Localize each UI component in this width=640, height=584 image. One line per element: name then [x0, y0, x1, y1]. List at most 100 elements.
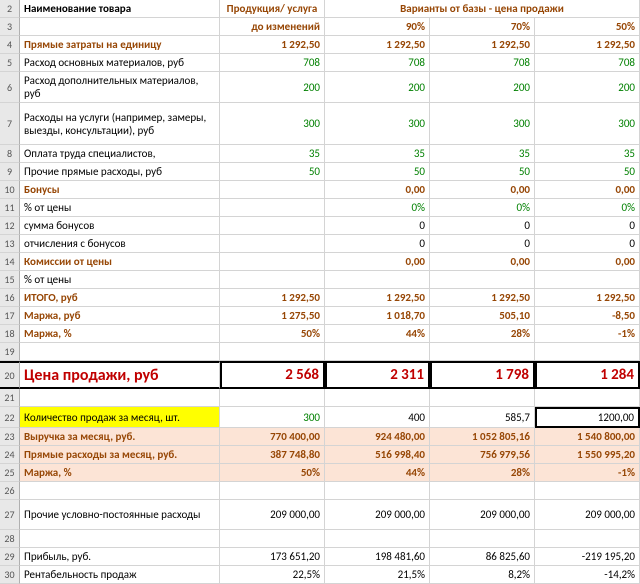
- header-name[interactable]: Наименование товара: [20, 0, 220, 18]
- cell[interactable]: [20, 389, 220, 407]
- label[interactable]: ИТОГО, руб: [20, 289, 220, 307]
- val[interactable]: [220, 217, 325, 235]
- label[interactable]: Бонусы: [20, 181, 220, 199]
- cell[interactable]: [220, 482, 325, 500]
- val[interactable]: 300: [325, 103, 430, 145]
- val[interactable]: [220, 271, 325, 289]
- val[interactable]: 50: [535, 163, 640, 181]
- header-sub1[interactable]: до изменений: [220, 18, 325, 36]
- val[interactable]: 28%: [430, 464, 535, 482]
- val[interactable]: 173 651,20: [220, 548, 325, 566]
- cell[interactable]: [20, 482, 220, 500]
- val[interactable]: [220, 253, 325, 271]
- val[interactable]: 0%: [325, 199, 430, 217]
- val[interactable]: 708: [220, 54, 325, 72]
- val[interactable]: 387 748,80: [220, 446, 325, 464]
- val[interactable]: 1 292,50: [220, 36, 325, 54]
- val[interactable]: 1 550 995,20: [535, 446, 640, 464]
- val[interactable]: 209 000,00: [220, 500, 325, 530]
- label[interactable]: Расход основных материалов, руб: [20, 54, 220, 72]
- val[interactable]: 1 292,50: [535, 289, 640, 307]
- cell[interactable]: [220, 530, 325, 548]
- val[interactable]: 1 540 800,00: [535, 428, 640, 446]
- cell[interactable]: [430, 482, 535, 500]
- price-label[interactable]: Цена продажи, руб: [20, 361, 220, 389]
- val[interactable]: 209 000,00: [535, 500, 640, 530]
- val[interactable]: 708: [430, 54, 535, 72]
- val[interactable]: 1 018,70: [325, 307, 430, 325]
- price-val[interactable]: 2 311: [325, 361, 430, 389]
- label[interactable]: Выручка за месяц, руб.: [20, 428, 220, 446]
- header-v50[interactable]: 50%: [535, 18, 640, 36]
- val[interactable]: 1 292,50: [220, 289, 325, 307]
- label[interactable]: Прочие условно-постоянные расходы: [20, 500, 220, 530]
- price-val[interactable]: 1 284: [535, 361, 640, 389]
- val[interactable]: 22,5%: [220, 566, 325, 584]
- val[interactable]: 756 979,56: [430, 446, 535, 464]
- val[interactable]: 200: [430, 72, 535, 103]
- val[interactable]: 300: [220, 103, 325, 145]
- val[interactable]: 1 275,50: [220, 307, 325, 325]
- val[interactable]: 21,5%: [325, 566, 430, 584]
- cell[interactable]: [430, 343, 535, 361]
- label[interactable]: Прямые затраты на единицу: [20, 36, 220, 54]
- label[interactable]: Маржа, руб: [20, 307, 220, 325]
- label[interactable]: Прямые расходы за месяц, руб.: [20, 446, 220, 464]
- cell[interactable]: [430, 389, 535, 407]
- label[interactable]: % от цены: [20, 199, 220, 217]
- label[interactable]: отчисления с бонусов: [20, 235, 220, 253]
- val[interactable]: 50: [325, 163, 430, 181]
- val[interactable]: 0,00: [535, 253, 640, 271]
- val[interactable]: 200: [535, 72, 640, 103]
- val[interactable]: 300: [535, 103, 640, 145]
- cell[interactable]: [220, 343, 325, 361]
- val[interactable]: 1 292,50: [535, 36, 640, 54]
- cell[interactable]: [20, 18, 220, 36]
- val[interactable]: -8,50: [535, 307, 640, 325]
- cell[interactable]: [325, 482, 430, 500]
- cell[interactable]: [325, 530, 430, 548]
- val[interactable]: [325, 271, 430, 289]
- val[interactable]: 924 480,00: [325, 428, 430, 446]
- val[interactable]: 300: [430, 103, 535, 145]
- cell[interactable]: [20, 530, 220, 548]
- val[interactable]: -1%: [535, 464, 640, 482]
- val[interactable]: 44%: [325, 464, 430, 482]
- val[interactable]: 516 998,40: [325, 446, 430, 464]
- val[interactable]: 0: [430, 217, 535, 235]
- cell[interactable]: [220, 389, 325, 407]
- selected-cell[interactable]: 1200,00: [535, 407, 640, 428]
- val[interactable]: 0,00: [325, 181, 430, 199]
- val[interactable]: 209 000,00: [325, 500, 430, 530]
- val[interactable]: 200: [325, 72, 430, 103]
- val[interactable]: 708: [535, 54, 640, 72]
- val[interactable]: 1 292,50: [325, 36, 430, 54]
- cell[interactable]: [430, 530, 535, 548]
- label[interactable]: Количество продаж за месяц, шт.: [20, 407, 220, 428]
- val[interactable]: 50: [220, 163, 325, 181]
- cell[interactable]: [325, 389, 430, 407]
- cell[interactable]: [535, 343, 640, 361]
- label[interactable]: Комиссии от цены: [20, 253, 220, 271]
- label[interactable]: Расход дополнительных материалов, руб: [20, 72, 220, 103]
- label[interactable]: Прочие прямые расходы, руб: [20, 163, 220, 181]
- val[interactable]: 708: [325, 54, 430, 72]
- val[interactable]: 1 292,50: [430, 36, 535, 54]
- label[interactable]: % от цены: [20, 271, 220, 289]
- val[interactable]: 8,2%: [430, 566, 535, 584]
- val[interactable]: 35: [220, 145, 325, 163]
- val[interactable]: 44%: [325, 325, 430, 343]
- val[interactable]: 50%: [220, 325, 325, 343]
- val[interactable]: 35: [430, 145, 535, 163]
- val[interactable]: 209 000,00: [430, 500, 535, 530]
- cell[interactable]: [535, 389, 640, 407]
- val[interactable]: [220, 235, 325, 253]
- val[interactable]: [220, 181, 325, 199]
- val[interactable]: 300: [220, 407, 325, 428]
- header-v70[interactable]: 70%: [430, 18, 535, 36]
- label[interactable]: Прибыль, руб.: [20, 548, 220, 566]
- cell[interactable]: [20, 343, 220, 361]
- val[interactable]: 0%: [535, 199, 640, 217]
- val[interactable]: 0: [535, 235, 640, 253]
- val[interactable]: 1 292,50: [430, 289, 535, 307]
